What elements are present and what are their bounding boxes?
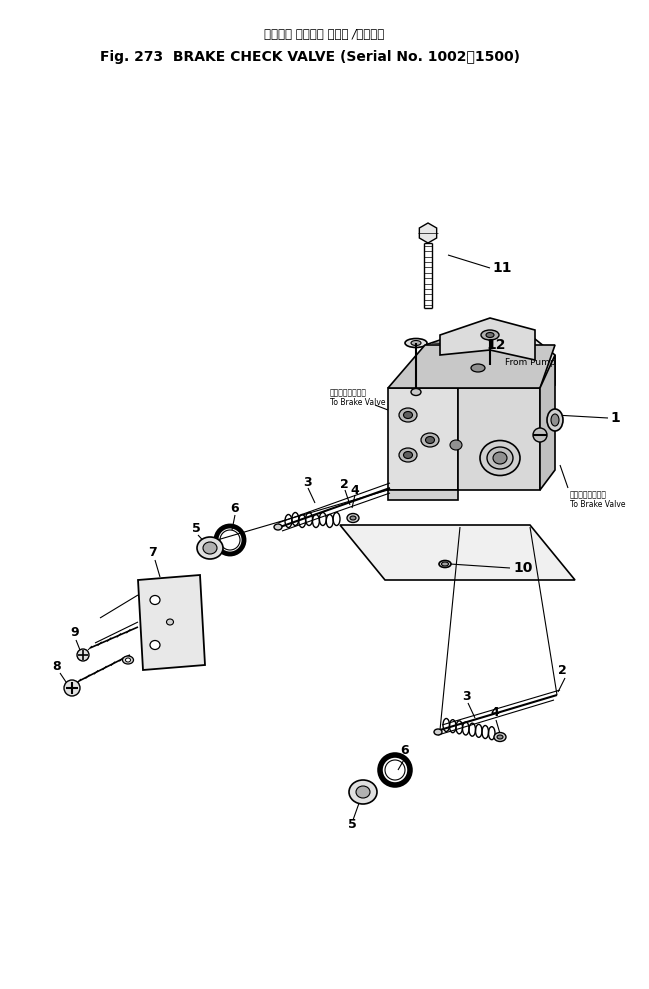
Ellipse shape bbox=[551, 414, 559, 426]
Ellipse shape bbox=[77, 649, 89, 661]
Text: 8: 8 bbox=[52, 660, 60, 673]
Ellipse shape bbox=[150, 595, 160, 604]
Ellipse shape bbox=[405, 338, 427, 347]
Text: 10: 10 bbox=[513, 561, 532, 575]
Text: 12: 12 bbox=[486, 338, 506, 352]
Polygon shape bbox=[388, 388, 458, 490]
Ellipse shape bbox=[487, 447, 513, 469]
Text: 11: 11 bbox=[492, 261, 511, 275]
Ellipse shape bbox=[203, 542, 217, 554]
Ellipse shape bbox=[411, 340, 421, 345]
Ellipse shape bbox=[167, 619, 173, 625]
Ellipse shape bbox=[356, 786, 370, 798]
Polygon shape bbox=[388, 490, 458, 500]
Ellipse shape bbox=[399, 448, 417, 462]
Text: ブレーキバルブへ: ブレーキバルブへ bbox=[330, 388, 367, 397]
Text: Fig. 273  BRAKE CHECK VALVE (Serial No. 1002～1500): Fig. 273 BRAKE CHECK VALVE (Serial No. 1… bbox=[100, 50, 520, 64]
Ellipse shape bbox=[274, 524, 282, 530]
Text: 5: 5 bbox=[192, 521, 201, 534]
Text: To Brake Valve: To Brake Valve bbox=[330, 398, 386, 407]
Ellipse shape bbox=[494, 733, 506, 742]
Text: 4: 4 bbox=[490, 706, 498, 720]
Polygon shape bbox=[415, 330, 555, 385]
Ellipse shape bbox=[347, 513, 359, 522]
Polygon shape bbox=[388, 345, 555, 388]
Ellipse shape bbox=[471, 364, 485, 372]
Text: 3: 3 bbox=[462, 689, 471, 702]
Text: ブレーキバルブへ: ブレーキバルブへ bbox=[570, 490, 607, 499]
Ellipse shape bbox=[434, 729, 442, 735]
Polygon shape bbox=[419, 223, 437, 243]
Text: 6: 6 bbox=[230, 501, 239, 514]
Text: 7: 7 bbox=[148, 547, 157, 560]
Text: 9: 9 bbox=[70, 626, 79, 640]
Text: 5: 5 bbox=[348, 818, 357, 831]
Ellipse shape bbox=[197, 537, 223, 559]
Ellipse shape bbox=[439, 561, 451, 568]
Ellipse shape bbox=[486, 332, 494, 337]
Text: 3: 3 bbox=[303, 476, 312, 489]
Polygon shape bbox=[340, 525, 575, 580]
Ellipse shape bbox=[404, 452, 413, 459]
Ellipse shape bbox=[426, 436, 434, 443]
Ellipse shape bbox=[493, 452, 507, 464]
Polygon shape bbox=[440, 318, 535, 360]
Text: To Brake Valve: To Brake Valve bbox=[570, 500, 626, 509]
Ellipse shape bbox=[399, 408, 417, 422]
Ellipse shape bbox=[150, 641, 160, 650]
Text: 2: 2 bbox=[558, 664, 567, 676]
Ellipse shape bbox=[64, 680, 80, 696]
Ellipse shape bbox=[125, 658, 130, 662]
Text: ポンプ から: ポンプ から bbox=[505, 345, 535, 354]
Text: 2: 2 bbox=[340, 478, 349, 491]
Ellipse shape bbox=[480, 440, 520, 476]
Polygon shape bbox=[540, 355, 555, 490]
Ellipse shape bbox=[350, 516, 356, 520]
Ellipse shape bbox=[411, 389, 421, 396]
Ellipse shape bbox=[123, 656, 134, 664]
Ellipse shape bbox=[547, 409, 563, 431]
Ellipse shape bbox=[497, 735, 503, 739]
Polygon shape bbox=[138, 575, 205, 670]
Ellipse shape bbox=[441, 562, 448, 566]
Text: From Pump: From Pump bbox=[505, 358, 556, 367]
Ellipse shape bbox=[349, 780, 377, 804]
Text: 4: 4 bbox=[350, 484, 359, 496]
Ellipse shape bbox=[450, 440, 462, 450]
Ellipse shape bbox=[481, 330, 499, 340]
Ellipse shape bbox=[533, 428, 547, 442]
Ellipse shape bbox=[404, 411, 413, 418]
Text: 1: 1 bbox=[610, 411, 620, 425]
Text: 6: 6 bbox=[400, 744, 409, 757]
Text: ブレーキ チェック バルブ /適用号機: ブレーキ チェック バルブ /適用号機 bbox=[264, 28, 384, 41]
Ellipse shape bbox=[421, 433, 439, 447]
Polygon shape bbox=[458, 388, 540, 490]
